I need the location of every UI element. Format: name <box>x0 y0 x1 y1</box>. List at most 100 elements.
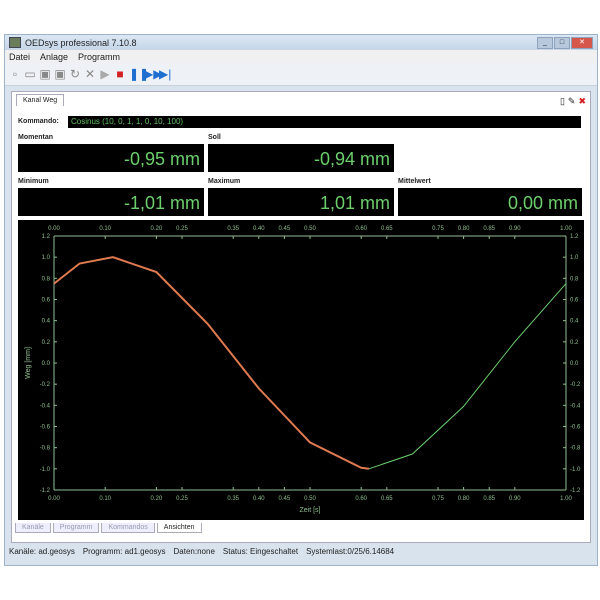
x-tick-label-top: 0.10 <box>99 226 111 232</box>
y-tick-label-right: -1.2 <box>570 488 581 494</box>
x-tick-label: 0.10 <box>99 496 111 502</box>
y-tick-label: -0.6 <box>40 425 51 431</box>
y-tick-label: -1.0 <box>40 467 51 473</box>
x-tick-label: 0.75 <box>432 496 444 502</box>
y-tick-label-right: 0.8 <box>570 276 579 282</box>
mittelwert-value: 0,00 mm <box>398 188 582 216</box>
menu-anlage[interactable]: Anlage <box>40 51 69 62</box>
x-tick-label-top: 0.20 <box>151 226 163 232</box>
momentan-label: Momentan <box>18 134 53 141</box>
x-tick-label: 0.85 <box>483 496 495 502</box>
x-tick-label-top: 0.00 <box>48 226 60 232</box>
y-tick-label-right: -0.2 <box>570 382 581 388</box>
y-tick-label-right: 0.4 <box>570 319 579 325</box>
series-line-past <box>53 256 370 470</box>
x-tick-label-top: 0.40 <box>253 226 265 232</box>
soll-label: Soll <box>208 134 221 141</box>
x-tick-label-top: 1.00 <box>560 226 572 232</box>
x-tick-label: 0.25 <box>176 496 188 502</box>
y-tick-label: 0.8 <box>42 276 51 282</box>
y-tick-label-right: 1.0 <box>570 255 579 261</box>
x-tick-label: 0.20 <box>151 496 163 502</box>
y-tick-label-right: 0.0 <box>570 361 579 367</box>
x-tick-label-top: 0.50 <box>304 226 316 232</box>
y-tick-label: 1.0 <box>42 255 51 261</box>
tab-kommandos[interactable]: Kommandos <box>101 523 155 533</box>
status-bar: Kanäle: ad.geosys Programm: ad1.geosys D… <box>9 547 394 556</box>
y-axis-label: Weg [mm] <box>25 347 32 379</box>
x-tick-label-top: 0.80 <box>458 226 470 232</box>
status-systemlast: Systemlast:0/25/6.14684 <box>306 547 395 556</box>
y-tick-label: -0.2 <box>40 382 51 388</box>
x-tick-label: 0.40 <box>253 496 265 502</box>
title-bar: OEDsys professional 7.10.8 _ □ ✕ <box>5 35 597 50</box>
save-icon[interactable]: ▣ <box>39 66 51 81</box>
step-icon[interactable]: ▶▶ <box>144 66 163 81</box>
x-tick-label-top: 0.45 <box>279 226 291 232</box>
y-tick-label: 0.0 <box>42 361 51 367</box>
y-tick-label-right: -0.8 <box>570 446 581 452</box>
x-tick-label-top: 0.25 <box>176 226 188 232</box>
tab-kanal-weg[interactable]: Kanal Weg <box>16 94 65 106</box>
x-tick-label: 0.60 <box>355 496 367 502</box>
y-tick-label-right: -0.6 <box>570 425 581 431</box>
y-tick-label: -0.8 <box>40 446 51 452</box>
soll-value: -0,94 mm <box>208 144 394 172</box>
open-icon[interactable]: ▭ <box>24 66 36 81</box>
x-tick-label-top: 0.90 <box>509 226 521 232</box>
stop-icon[interactable]: ■ <box>116 66 124 81</box>
x-tick-label: 0.35 <box>227 496 239 502</box>
y-tick-label: -0.4 <box>40 403 51 409</box>
menu-datei[interactable]: Datei <box>9 51 31 62</box>
y-tick-label-right: 0.2 <box>570 340 579 346</box>
y-tick-label: 0.2 <box>42 340 51 346</box>
save-as-icon[interactable]: ▣ <box>54 66 66 81</box>
minimize-button[interactable]: _ <box>537 36 553 49</box>
skip-end-icon[interactable]: ▶| <box>159 66 172 81</box>
refresh-icon[interactable]: ↻ <box>69 66 81 81</box>
delete-icon[interactable]: ✕ <box>84 66 96 81</box>
minimum-value: -1,01 mm <box>18 188 204 216</box>
x-tick-label: 0.90 <box>509 496 521 502</box>
kommando-label: Kommando: <box>18 118 59 125</box>
x-axis-label: Zeit [s] <box>299 507 320 514</box>
menu-bar: Datei Anlage Programm <box>5 50 597 63</box>
play-icon[interactable]: ▶ <box>100 66 110 81</box>
y-tick-label-right: 0.6 <box>570 298 579 304</box>
mittelwert-label: Mittelwert <box>398 178 431 185</box>
x-tick-label: 1.00 <box>560 496 572 502</box>
tab-ansichten[interactable]: Ansichten <box>156 523 202 533</box>
maximum-value: 1,01 mm <box>208 188 394 216</box>
toolbar: ▫ ▭ ▣ ▣ ↻ ✕ ▶ ■ ❚❚ ▶▶ ▶| <box>5 63 597 86</box>
pause-icon[interactable]: ❚❚ <box>129 66 150 81</box>
y-tick-label: -1.2 <box>40 488 51 494</box>
x-tick-label: 0.50 <box>304 496 316 502</box>
close-panel-icon[interactable]: ✖ <box>578 96 586 106</box>
x-tick-label-top: 0.65 <box>381 226 393 232</box>
new-icon[interactable]: ▫ <box>12 66 18 81</box>
x-tick-label: 0.65 <box>381 496 393 502</box>
kommando-field[interactable]: Cosinus (10, 0, 1, 1, 0, 10, 100) <box>68 116 581 128</box>
app-window: OEDsys professional 7.10.8 _ □ ✕ Datei Anl… <box>4 34 598 566</box>
document-icon[interactable]: ▯ <box>559 96 565 106</box>
menu-programm[interactable]: Programm <box>78 51 121 62</box>
maximum-label: Maximum <box>208 178 241 185</box>
y-tick-label-right: 1.2 <box>570 234 579 240</box>
tab-kanaele[interactable]: Kanäle <box>15 523 51 533</box>
y-tick-label: 0.4 <box>42 319 51 325</box>
y-tick-label-right: -0.4 <box>570 403 581 409</box>
tab-programm[interactable]: Programm <box>52 523 100 533</box>
x-tick-label-top: 0.85 <box>483 226 495 232</box>
close-button[interactable]: ✕ <box>571 36 593 49</box>
y-tick-label-right: -1.0 <box>570 467 581 473</box>
window-title: OEDsys professional 7.10.8 <box>25 37 137 48</box>
maximize-button[interactable]: □ <box>554 36 570 49</box>
x-tick-label: 0.80 <box>458 496 470 502</box>
status-programm: Programm: ad1.geosys <box>82 547 166 556</box>
status-daten: Daten:none <box>173 547 215 556</box>
edit-icon[interactable]: ✎ <box>567 96 576 106</box>
app-icon <box>9 37 21 48</box>
x-tick-label-top: 0.35 <box>227 226 239 232</box>
chart: 0.00 0.00 0.10 0.10 0.20 0.20 0.25 0.25 0.35 0.35… <box>18 220 584 520</box>
x-tick-label-top: 0.75 <box>432 226 444 232</box>
